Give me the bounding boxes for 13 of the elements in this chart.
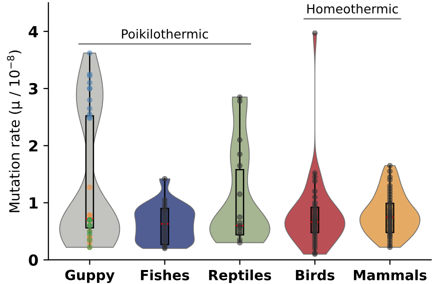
x-tick-label: Fishes (140, 270, 190, 280)
x-tick-label: Guppy (65, 270, 115, 284)
x-tick-label: Reptiles (209, 270, 272, 284)
y-axis-title: Mutation rate (µ / 10$^{−8}$) (6, 50, 22, 212)
annotation: Homeothermic (307, 4, 398, 14)
x-tick-label: Birds (296, 270, 334, 280)
annotation: Poikilothermic (122, 29, 208, 39)
y-tick-label: 2 (29, 140, 38, 152)
y-tick-label: 0 (28, 254, 38, 266)
y-tick-label: 3 (29, 82, 38, 95)
y-tick-label: 1 (30, 197, 38, 209)
y-tick-label: 4 (28, 26, 38, 38)
x-tick-label: Mammals (354, 270, 427, 280)
